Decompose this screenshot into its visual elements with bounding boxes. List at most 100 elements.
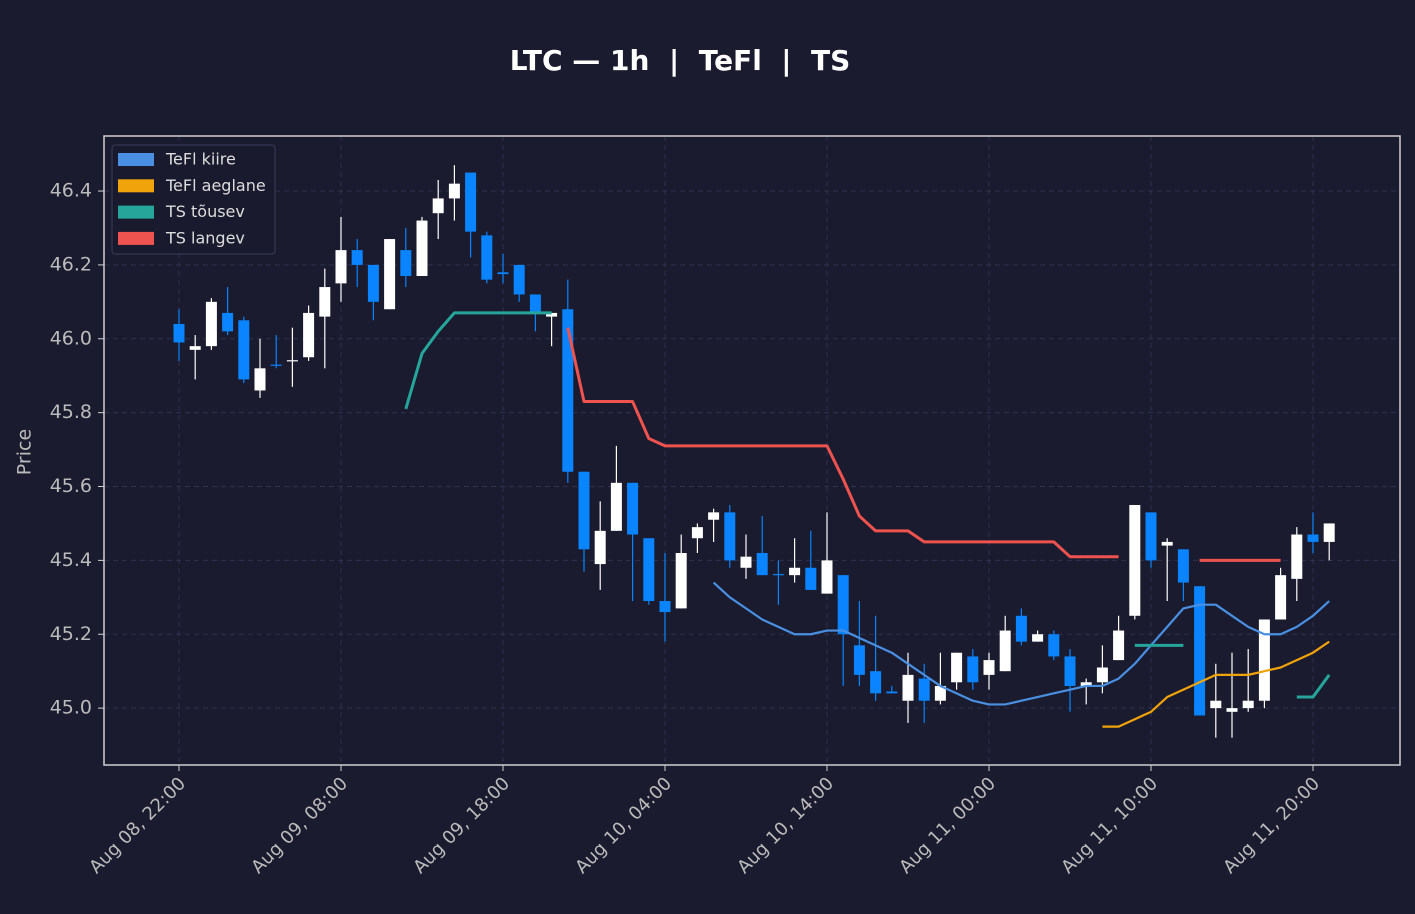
legend-swatch xyxy=(118,153,154,166)
candle-body xyxy=(1210,700,1222,709)
candle-body xyxy=(432,198,444,214)
candle-body xyxy=(627,482,639,535)
y-tick-label: 45.0 xyxy=(50,697,92,719)
candle-body xyxy=(789,567,801,576)
candle-body xyxy=(983,660,995,675)
candle-body xyxy=(934,685,946,701)
candle-body xyxy=(481,235,493,280)
y-axis-label: Price xyxy=(14,429,36,475)
legend-swatch xyxy=(118,205,154,219)
candle-body xyxy=(400,250,412,276)
y-tick-label: 45.2 xyxy=(50,623,92,645)
candle-body xyxy=(853,645,865,675)
candle-body xyxy=(1015,615,1027,642)
candle-body xyxy=(367,264,379,302)
candle-body xyxy=(319,287,331,317)
candle-body xyxy=(740,556,752,568)
candle-body xyxy=(546,312,558,317)
legend-label: TeFl aeglane xyxy=(165,176,266,195)
indicator-line xyxy=(404,311,552,410)
y-tick-label: 45.4 xyxy=(50,549,92,571)
candle-body xyxy=(1177,549,1189,583)
legend: TeFl kiire TeFl aeglane TS tõusev TS langev xyxy=(111,144,276,255)
y-tick-label: 45.6 xyxy=(50,475,92,497)
candle-body xyxy=(1096,667,1108,683)
candle-body xyxy=(659,601,671,613)
indicator-line xyxy=(566,327,1119,559)
candle-body xyxy=(529,294,541,313)
candle-body xyxy=(643,538,655,602)
candle-body xyxy=(497,272,509,275)
candle-body xyxy=(999,630,1011,672)
candle-body xyxy=(610,482,622,531)
candle-body xyxy=(805,567,817,590)
candle-body xyxy=(886,691,898,694)
candle-body xyxy=(270,364,282,366)
candle-body xyxy=(1080,682,1092,686)
indicator-line xyxy=(1102,640,1330,728)
candle-body xyxy=(303,312,315,358)
candle-body xyxy=(578,471,590,550)
legend-box xyxy=(111,144,276,255)
candle-body xyxy=(205,301,217,347)
plot-frame xyxy=(103,135,1401,766)
candle-body xyxy=(335,250,347,284)
candle-body xyxy=(870,671,882,694)
candle-body xyxy=(951,652,963,683)
candle-body xyxy=(1048,634,1060,657)
candle-body xyxy=(821,560,833,594)
candle-body xyxy=(222,312,234,332)
candle-body xyxy=(1323,523,1335,542)
candle-body xyxy=(448,183,460,199)
candle-body xyxy=(708,512,720,520)
candle-body xyxy=(967,656,979,683)
candle-body xyxy=(756,552,768,576)
candle-body xyxy=(691,527,703,539)
candle-body xyxy=(1064,656,1076,686)
candle-body xyxy=(1226,708,1238,712)
candle-body xyxy=(1145,512,1157,561)
candle-body xyxy=(1032,634,1044,642)
candle-body xyxy=(724,512,736,561)
legend-swatch xyxy=(118,179,154,193)
candle-body xyxy=(837,575,849,635)
candle-body xyxy=(1129,504,1141,616)
candle-body xyxy=(254,368,266,391)
candle-body xyxy=(189,346,201,350)
candle-body xyxy=(513,264,525,295)
candle-body xyxy=(1194,586,1206,716)
y-tick-label: 46.2 xyxy=(50,253,92,275)
y-tick-label: 46.0 xyxy=(50,327,92,349)
y-tick-label: 46.4 xyxy=(50,180,92,202)
candle-body xyxy=(902,674,914,701)
candle-body xyxy=(465,172,477,232)
candle-body xyxy=(416,220,428,276)
candle-body xyxy=(238,320,250,380)
candle-body xyxy=(1291,534,1303,579)
legend-label: TeFl kiire xyxy=(165,150,236,169)
candle-body xyxy=(1307,534,1319,542)
candle-body xyxy=(1113,630,1125,661)
indicator-line xyxy=(1296,673,1331,699)
legend-label: TS tõusev xyxy=(165,202,245,221)
plot xyxy=(173,165,1335,738)
candle-body xyxy=(562,309,574,472)
legend-swatch xyxy=(118,231,154,245)
candle-body xyxy=(1161,541,1173,546)
candle-body xyxy=(675,552,687,609)
candle-body xyxy=(286,360,298,362)
candle-body xyxy=(351,250,363,265)
y-tick-label: 45.8 xyxy=(50,401,92,423)
candle-body xyxy=(384,239,396,310)
candle-body xyxy=(1258,619,1270,701)
indicator-line xyxy=(712,581,1330,706)
candle-body xyxy=(772,574,784,576)
candle-body xyxy=(594,530,606,565)
legend-label: TS langev xyxy=(165,228,245,247)
candle-body xyxy=(918,678,930,701)
candle-body xyxy=(173,323,185,343)
candle-body xyxy=(1242,700,1254,709)
